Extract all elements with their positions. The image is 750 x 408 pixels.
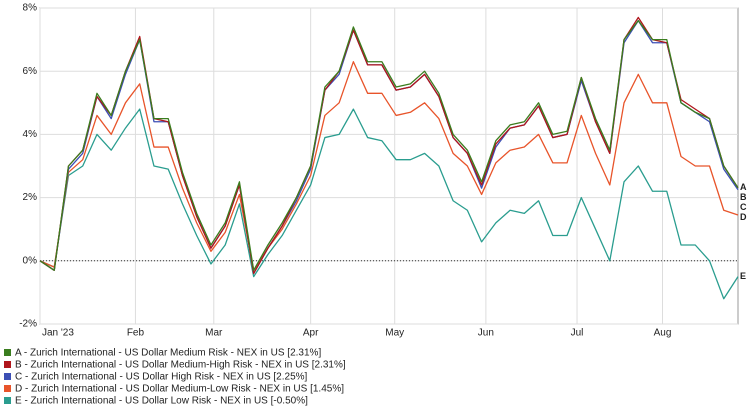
legend-label: A - Zurich International - US Dollar Med… <box>15 348 321 359</box>
legend-swatch <box>4 361 11 368</box>
legend-label: C - Zurich International - US Dollar Hig… <box>15 372 308 383</box>
x-tick-label: Jul <box>571 328 584 339</box>
end-label: E <box>740 271 746 281</box>
y-tick-label: 4% <box>23 129 38 140</box>
legend-swatch <box>4 397 11 404</box>
x-tick-label: May <box>385 328 404 339</box>
end-label: D <box>740 212 747 222</box>
end-label: C <box>740 202 747 212</box>
end-label: B <box>740 192 747 202</box>
end-label: A <box>740 182 747 192</box>
y-tick-label: -2% <box>19 319 37 330</box>
y-tick-label: 6% <box>23 66 38 77</box>
series-line <box>39 61 739 271</box>
legend-label: B - Zurich International - US Dollar Med… <box>15 360 346 371</box>
x-tick-label: Jun <box>478 328 494 339</box>
legend-swatch <box>4 349 11 356</box>
plot-area <box>39 7 739 325</box>
series-line <box>39 108 739 300</box>
x-tick-label: Feb <box>127 328 145 339</box>
legend-label: E - Zurich International - US Dollar Low… <box>15 396 308 407</box>
y-tick-label: 0% <box>23 255 38 266</box>
legend-swatch <box>4 373 11 380</box>
x-tick-label: Jan '23 <box>42 328 74 339</box>
y-tick-label: 8% <box>23 3 38 14</box>
x-tick-label: Aug <box>654 328 672 339</box>
y-tick-label: 2% <box>23 192 38 203</box>
x-tick-label: Mar <box>205 328 223 339</box>
legend-label: D - Zurich International - US Dollar Med… <box>15 384 344 395</box>
x-tick-label: Apr <box>303 328 319 339</box>
series-line <box>39 19 739 271</box>
legend-swatch <box>4 385 11 392</box>
